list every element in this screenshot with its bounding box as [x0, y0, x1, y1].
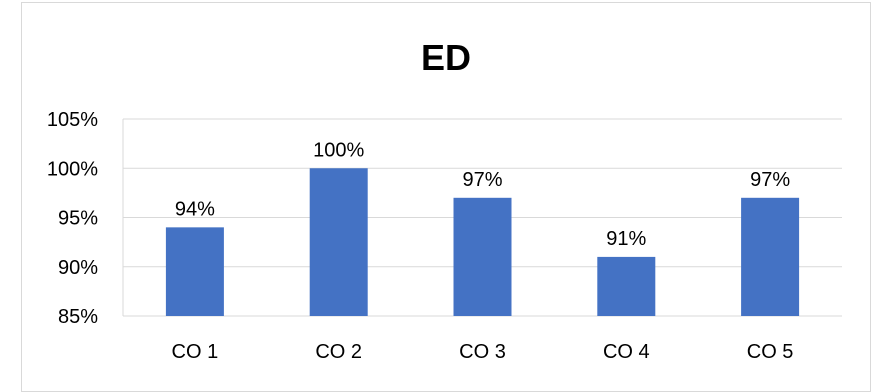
x-tick-label: CO 4 [603, 341, 650, 363]
data-label: 91% [606, 228, 646, 250]
bar-chart: ED 85% 90% 95% 100% 105% 94% 100% 97% 91% 97% CO… [47, 37, 842, 363]
x-tick-label: CO 2 [315, 341, 362, 363]
chart-frame: ED 85% 90% 95% 100% 105% 94% 100% 97% 91% 97% CO… [21, 2, 871, 392]
data-label: 94% [175, 198, 215, 220]
data-label: 97% [462, 169, 502, 191]
data-label: 100% [313, 139, 364, 161]
y-tick-label: 90% [58, 257, 98, 279]
y-tick-label: 95% [58, 208, 98, 230]
bar [309, 168, 368, 316]
x-axis-ticks: CO 1 CO 2 CO 3 CO 4 CO 5 [172, 341, 794, 363]
bar [597, 256, 656, 316]
x-tick-label: CO 5 [747, 341, 794, 363]
bar [741, 197, 800, 316]
y-axis-ticks: 85% 90% 95% 100% 105% [47, 109, 98, 328]
bars [165, 168, 800, 316]
bar [453, 197, 512, 316]
y-tick-label: 100% [47, 158, 98, 180]
chart-title: ED [421, 37, 471, 78]
y-tick-label: 105% [47, 109, 98, 131]
data-labels: 94% 100% 97% 91% 97% [175, 139, 790, 250]
x-tick-label: CO 1 [172, 341, 219, 363]
y-tick-label: 85% [58, 306, 98, 328]
x-tick-label: CO 3 [459, 341, 506, 363]
data-label: 97% [750, 169, 790, 191]
bar [165, 227, 224, 316]
